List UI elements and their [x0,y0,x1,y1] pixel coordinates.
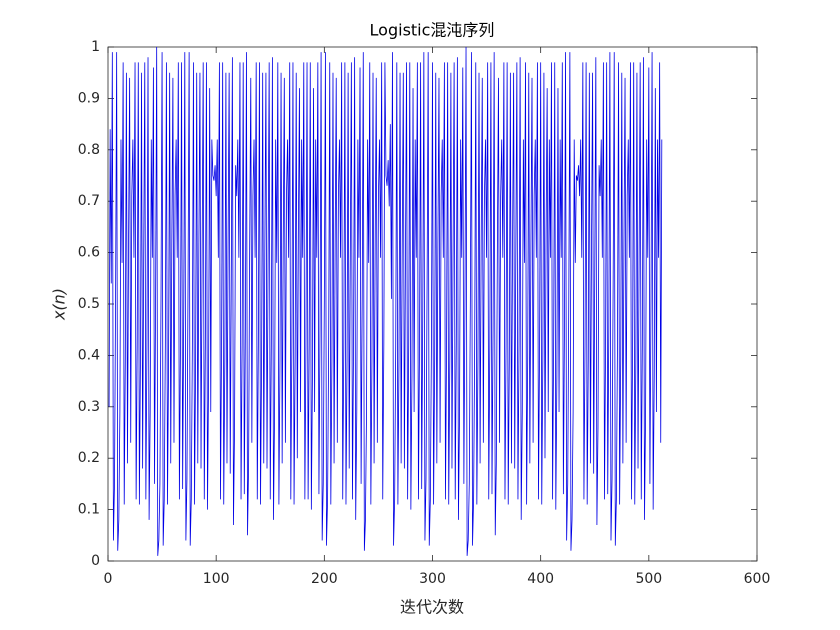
y-tick-label: 0.7 [78,193,100,209]
y-tick-label: 0.2 [78,450,100,466]
y-tick-label: 0 [91,553,100,569]
y-tick-label: 0.9 [78,90,100,106]
chart-title: Logistic混沌序列 [370,21,495,40]
y-tick-label: 0.6 [78,245,100,261]
y-tick-label: 1 [91,39,100,55]
x-tick-label: 600 [744,571,771,587]
y-tick-label: 0.3 [78,399,100,415]
x-axis-label: 迭代次数 [400,598,464,617]
x-tick-label: 500 [635,571,662,587]
y-axis-label: x(n) [50,288,69,321]
x-tick-label: 100 [203,571,230,587]
x-tick-label: 400 [527,571,554,587]
data-line [108,46,663,556]
y-tick-label: 0.4 [78,347,100,363]
y-tick-label: 0.5 [78,296,100,312]
y-tick-label: 0.1 [78,502,100,518]
x-tick-label: 0 [104,571,113,587]
x-tick-label: 300 [419,571,446,587]
y-tick-label: 0.8 [78,142,100,158]
x-tick-label: 200 [311,571,338,587]
